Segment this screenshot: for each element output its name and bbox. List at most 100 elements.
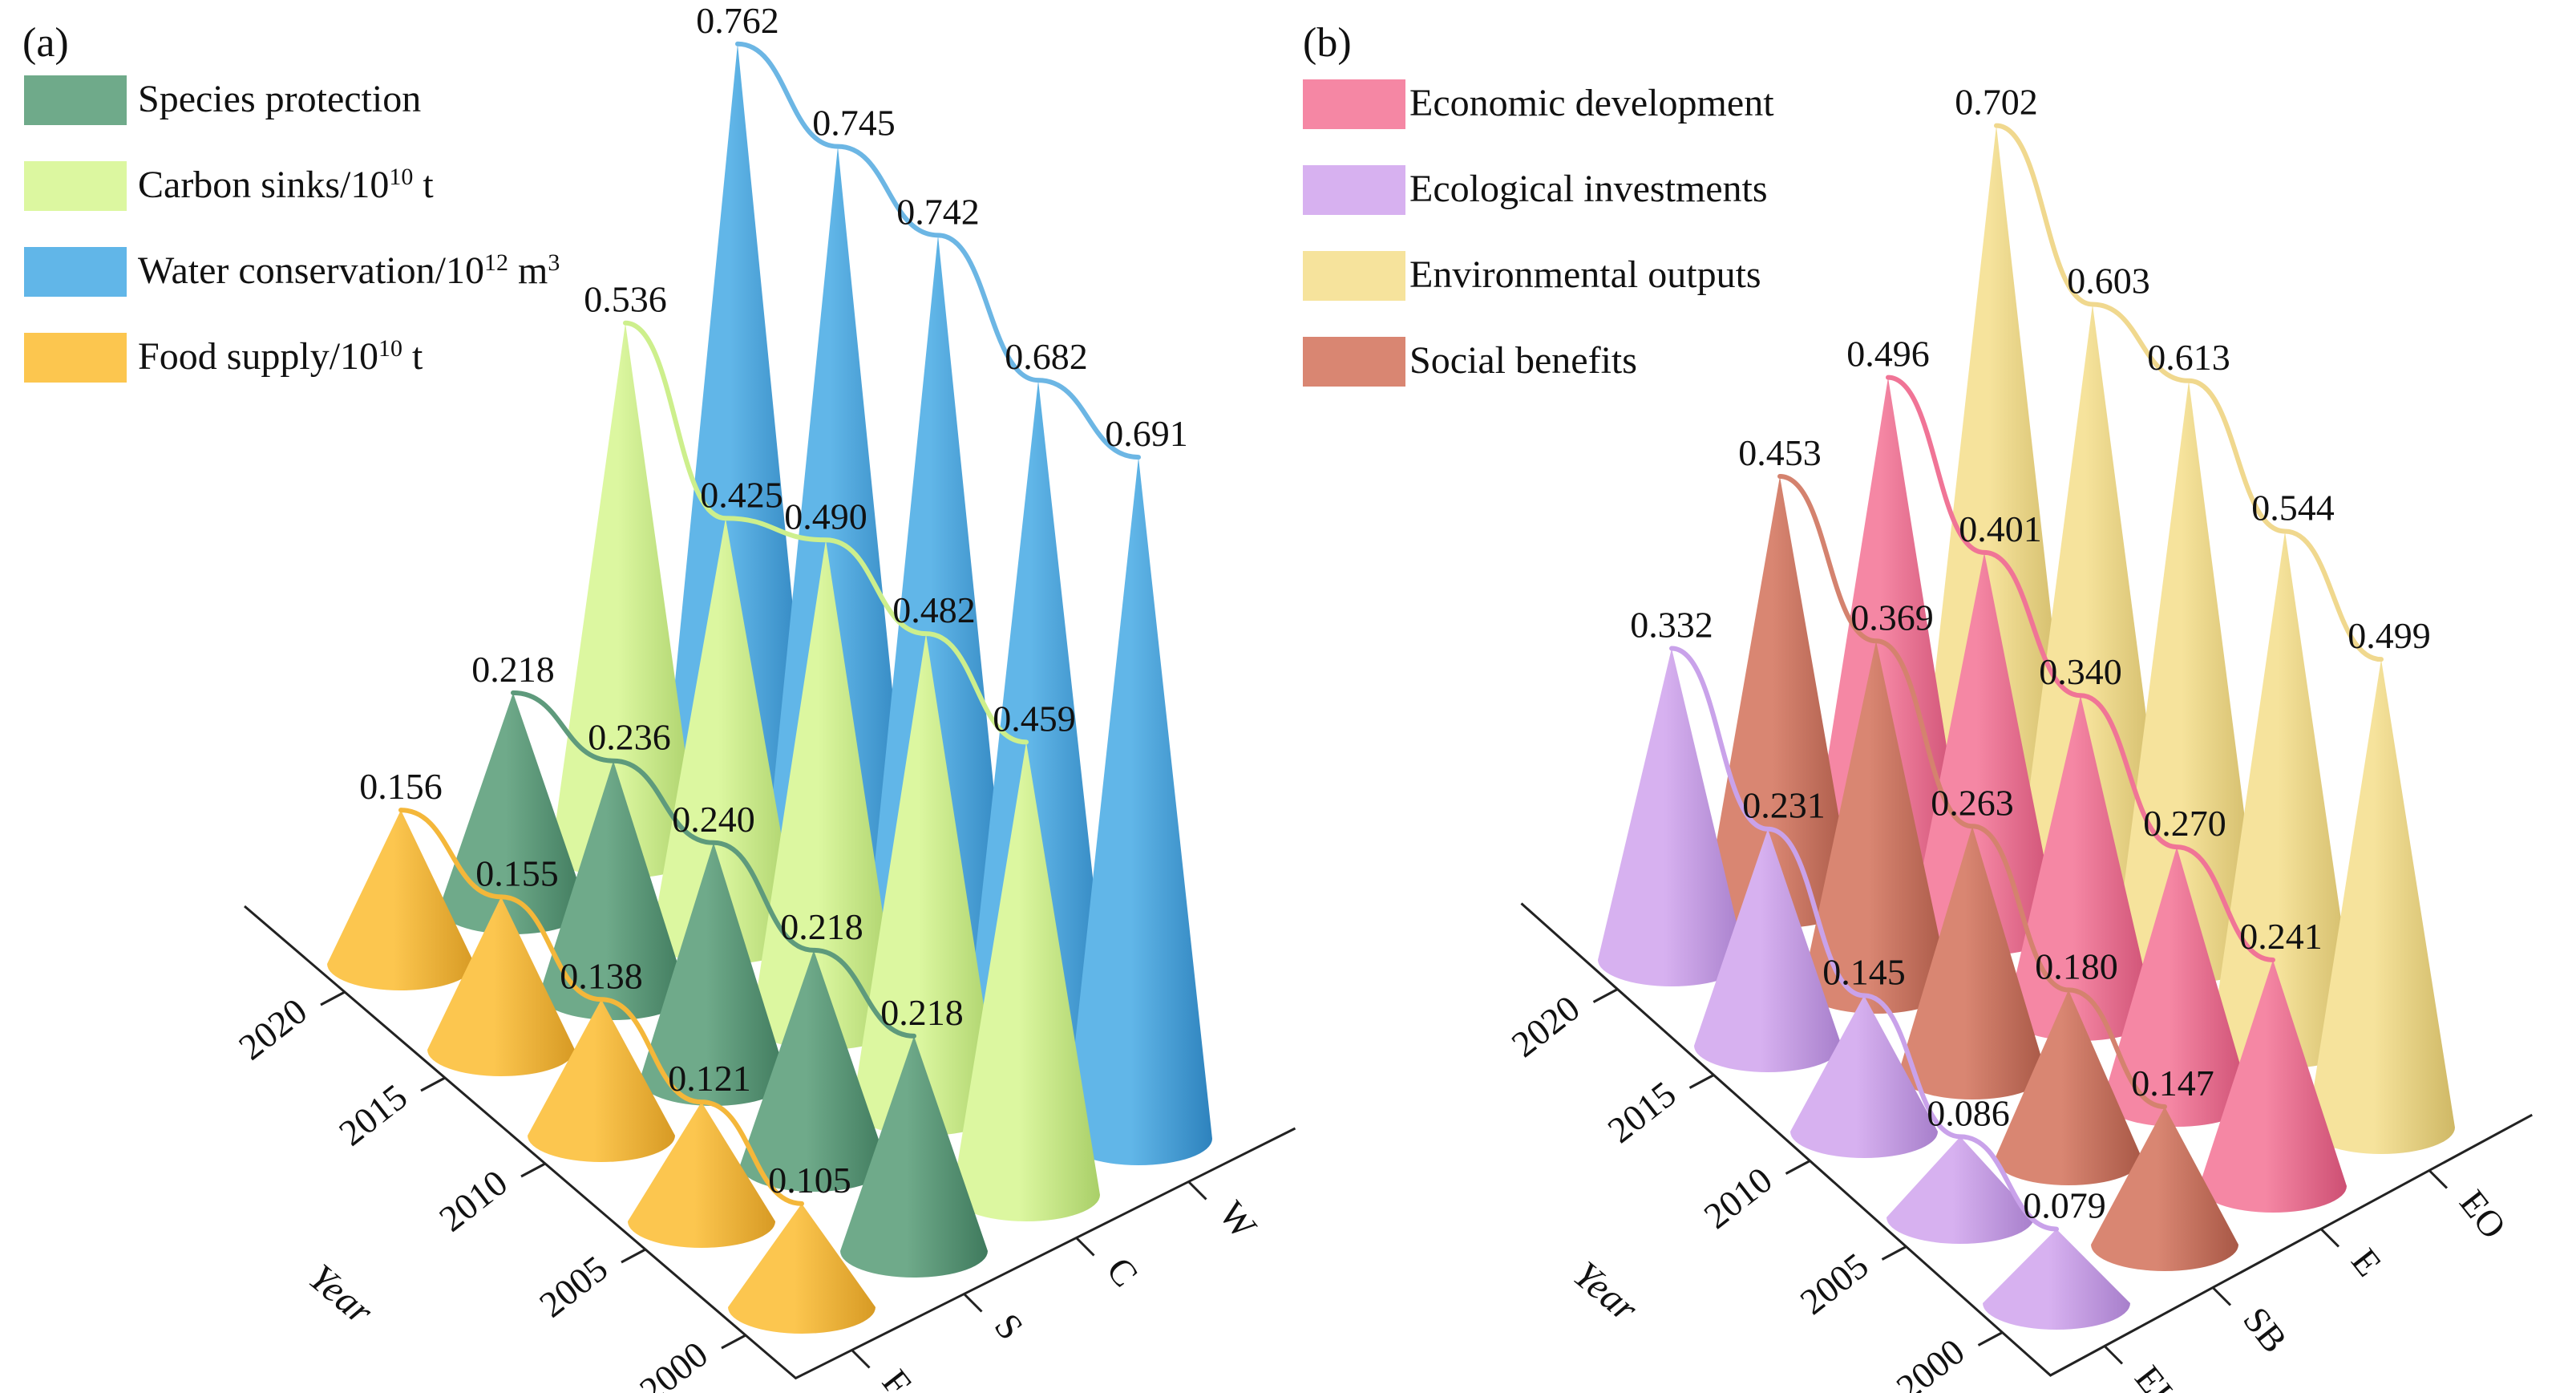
year-tick-label: 2020: [1504, 987, 1587, 1065]
value-label: 0.401: [1959, 508, 2042, 549]
panel-a-chart: (a) Species protection Carbon sinks/1010 t…: [22, 0, 1296, 1393]
value-label: 0.156: [359, 766, 443, 807]
cone-mark: [2307, 659, 2455, 1154]
series-tick: [1187, 1180, 1207, 1201]
legend-label: Species protection: [138, 78, 421, 120]
cone-mark: [327, 810, 475, 990]
series-tick-label: S: [987, 1306, 1032, 1347]
value-label: 0.147: [2131, 1063, 2214, 1103]
series-trend-line: [1777, 473, 2167, 1110]
cone-mark: [852, 634, 1000, 1136]
cone-mark: [1923, 125, 2070, 811]
year-tick-label: 2005: [532, 1248, 615, 1326]
cone-mark: [1983, 1229, 2130, 1330]
value-label: 0.332: [1630, 605, 1713, 646]
value-label: 0.482: [892, 589, 976, 630]
year-tick: [1785, 1160, 1811, 1175]
legend-label: Social benefits: [1409, 339, 1637, 382]
value-label: 0.499: [2348, 615, 2431, 656]
value-label: 0.613: [2147, 337, 2230, 378]
series-trend-line: [511, 690, 916, 1039]
year-tick: [621, 1248, 646, 1264]
value-label: 0.263: [1931, 782, 2014, 823]
value-label: 0.369: [1850, 597, 1934, 638]
value-label: 0.536: [584, 279, 667, 320]
legend-swatch: [24, 161, 127, 211]
year-tick: [1881, 1245, 1907, 1261]
series-trend-line: [735, 41, 1141, 460]
floor-axes: [1520, 902, 2533, 1377]
cone-mark: [2199, 960, 2347, 1213]
year-tick: [320, 990, 346, 1006]
value-label: 0.453: [1738, 432, 1822, 473]
year-tick-label: 2015: [331, 1076, 415, 1154]
year-tick: [1977, 1331, 2004, 1346]
value-label: 0.544: [2251, 488, 2335, 528]
year-tick-label: 2005: [1793, 1245, 1876, 1322]
value-label: 0.340: [2039, 651, 2122, 692]
cone-mark: [1887, 1136, 2034, 1244]
panel-b-chart: (b) Economic development Ecological invest…: [1303, 20, 2533, 1393]
cone-mark: [1598, 648, 1745, 986]
cone-mark: [2007, 695, 2154, 1041]
cone-mark: [2211, 531, 2359, 1068]
cone-mark: [728, 1203, 876, 1334]
legend-label: Economic development: [1409, 82, 1774, 124]
value-label: 0.105: [768, 1160, 851, 1201]
cone-mark: [2091, 1107, 2238, 1271]
year-tick-label: 2010: [431, 1162, 515, 1240]
cone-mark: [552, 322, 699, 879]
year-tick-label: 2020: [231, 990, 314, 1068]
series-tick: [2103, 1345, 2124, 1365]
cone-mark: [1899, 826, 2046, 1099]
cone-mark: [439, 692, 587, 934]
value-label: 0.270: [2143, 803, 2226, 844]
series-trend-line: [1994, 123, 2384, 662]
legend-swatch: [24, 75, 127, 125]
series-trend-line: [1669, 646, 2059, 1232]
value-label: 0.231: [1742, 785, 1826, 826]
legend-label: Environmental outputs: [1409, 253, 1761, 296]
series-trend-line: [1886, 375, 2275, 963]
year-tick: [520, 1162, 546, 1178]
value-label: 0.425: [700, 474, 783, 515]
series-tick: [2319, 1228, 2340, 1248]
panel-label: (b): [1303, 20, 1352, 66]
series-tick-label: SB: [2235, 1299, 2295, 1360]
series-tick-label: F: [875, 1362, 920, 1393]
series-tick-label: EO: [2452, 1182, 2514, 1246]
series-tick-label: E: [2343, 1241, 2389, 1284]
series-tick-label: C: [1099, 1249, 1146, 1294]
cone-mark: [1995, 990, 2142, 1185]
cone-mark: [1802, 641, 1950, 1014]
value-label: 0.218: [880, 992, 964, 1033]
trend-lines: [1669, 123, 2384, 1232]
year-tick-label: 2015: [1600, 1073, 1684, 1151]
series-tick-label: EI: [2127, 1358, 2181, 1393]
year-tick: [420, 1076, 446, 1092]
cone-mark: [1065, 457, 1212, 1165]
cone-mark: [840, 1035, 988, 1278]
value-label: 0.218: [780, 906, 863, 947]
floor-axes: [244, 905, 1296, 1380]
legend-swatch: [1303, 337, 1405, 387]
series-tick: [2428, 1169, 2449, 1189]
cone-mark: [664, 43, 811, 823]
value-labels: 0.079 0.086 0.145 0.231 0.332 0.147 0.180 0.263…: [1630, 82, 2431, 1226]
value-label: 0.745: [812, 103, 896, 144]
cone-mark: [640, 842, 787, 1106]
cone-mark: [652, 518, 799, 964]
cone-mark: [427, 897, 575, 1076]
value-labels: 0.105 0.121 0.138 0.155 0.156 0.218 0.218 0.240…: [359, 0, 1188, 1201]
year-tick-label: 2000: [1889, 1330, 1972, 1393]
series-tick: [1075, 1237, 1095, 1257]
legend-swatch: [1303, 251, 1405, 301]
value-label: 0.603: [2067, 260, 2150, 301]
year-tick-label: 2000: [632, 1334, 715, 1393]
value-label: 0.121: [668, 1058, 751, 1099]
value-label: 0.691: [1105, 413, 1188, 454]
series-tick-label: W: [1211, 1193, 1265, 1246]
cones: [327, 43, 1212, 1334]
cones: [1598, 125, 2455, 1330]
cone-mark: [1706, 476, 1854, 928]
